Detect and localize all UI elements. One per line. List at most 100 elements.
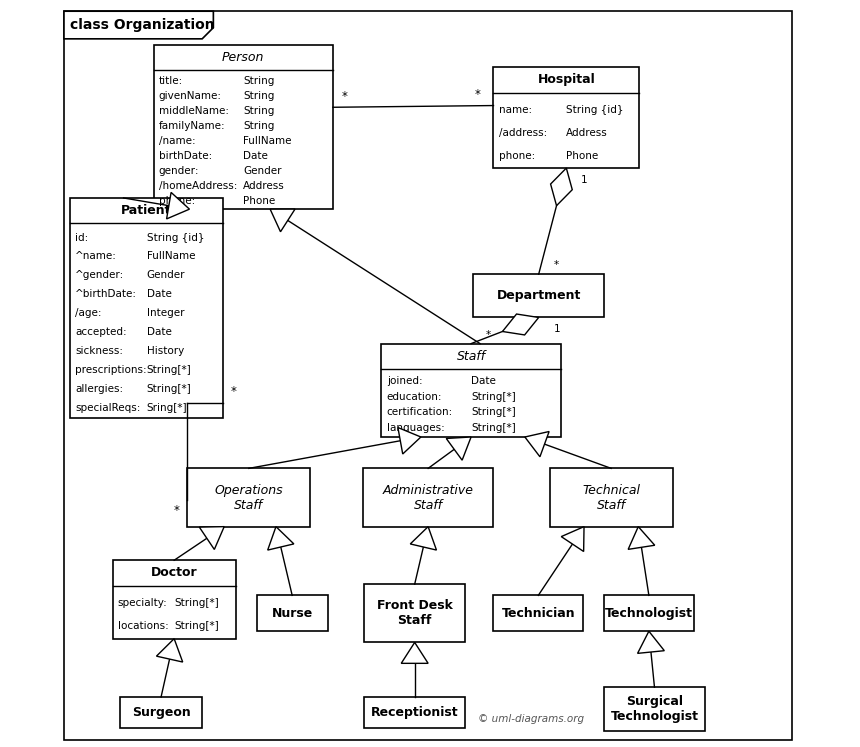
Text: specialReqs:: specialReqs: <box>75 403 140 413</box>
FancyBboxPatch shape <box>550 468 673 527</box>
FancyBboxPatch shape <box>363 468 494 527</box>
Text: String: String <box>243 106 274 117</box>
Text: id:: id: <box>75 232 89 243</box>
Text: Administrative
Staff: Administrative Staff <box>383 483 474 512</box>
Polygon shape <box>402 642 428 663</box>
Text: *: * <box>554 260 559 270</box>
Text: *: * <box>230 385 237 398</box>
Text: 1: 1 <box>554 324 560 335</box>
Text: locations:: locations: <box>118 621 169 631</box>
FancyBboxPatch shape <box>382 344 561 437</box>
Text: certification:: certification: <box>387 408 453 418</box>
Text: Patient: Patient <box>121 204 172 217</box>
Text: Surgical
Technologist: Surgical Technologist <box>611 695 698 723</box>
FancyBboxPatch shape <box>494 67 639 168</box>
Polygon shape <box>410 527 437 550</box>
Text: *: * <box>486 329 491 340</box>
Text: Receptionist: Receptionist <box>371 706 458 719</box>
Text: Phone: Phone <box>243 196 275 206</box>
Text: givenName:: givenName: <box>159 91 222 102</box>
Polygon shape <box>562 527 584 551</box>
Polygon shape <box>637 631 664 654</box>
Text: ^gender:: ^gender: <box>75 270 125 280</box>
Text: String: String <box>243 121 274 131</box>
FancyBboxPatch shape <box>154 45 333 209</box>
Text: ^name:: ^name: <box>75 252 117 261</box>
Text: 1: 1 <box>581 175 588 185</box>
Text: Gender: Gender <box>146 270 185 280</box>
Text: birthDate:: birthDate: <box>159 151 212 161</box>
FancyBboxPatch shape <box>365 697 465 728</box>
Text: String[*]: String[*] <box>471 408 516 418</box>
Text: education:: education: <box>387 391 442 402</box>
FancyBboxPatch shape <box>256 595 328 631</box>
Text: Doctor: Doctor <box>150 566 198 580</box>
Polygon shape <box>157 639 182 662</box>
Text: Sring[*]: Sring[*] <box>146 403 187 413</box>
Text: Address: Address <box>567 128 608 137</box>
Text: String: String <box>243 91 274 102</box>
Text: String[*]: String[*] <box>471 424 516 433</box>
Text: Technologist: Technologist <box>605 607 693 620</box>
Text: Technical
Staff: Technical Staff <box>582 483 640 512</box>
Text: Date: Date <box>146 289 171 300</box>
Text: phone:: phone: <box>159 196 195 206</box>
Text: /address:: /address: <box>499 128 547 137</box>
Text: Date: Date <box>146 327 171 337</box>
Text: Phone: Phone <box>567 150 599 161</box>
Polygon shape <box>200 527 224 550</box>
Text: Person: Person <box>222 51 264 64</box>
Text: class Organization: class Organization <box>70 19 215 32</box>
Text: languages:: languages: <box>387 424 445 433</box>
Text: *: * <box>475 88 481 101</box>
Text: Technician: Technician <box>501 607 575 620</box>
Text: History: History <box>146 346 184 356</box>
Text: Front Desk
Staff: Front Desk Staff <box>377 599 452 627</box>
Text: String[*]: String[*] <box>146 384 191 394</box>
FancyBboxPatch shape <box>604 595 694 631</box>
Text: /name:: /name: <box>159 136 195 146</box>
Text: name:: name: <box>499 105 531 115</box>
Text: String {id}: String {id} <box>567 105 624 115</box>
FancyBboxPatch shape <box>70 198 223 418</box>
Text: Date: Date <box>243 151 268 161</box>
Text: String[*]: String[*] <box>146 365 191 375</box>
Text: String: String <box>243 76 274 87</box>
Text: *: * <box>174 504 180 517</box>
Text: FullName: FullName <box>243 136 292 146</box>
Text: /age:: /age: <box>75 309 101 318</box>
Text: /homeAddress:: /homeAddress: <box>159 181 237 191</box>
FancyBboxPatch shape <box>113 560 236 639</box>
Text: Hospital: Hospital <box>538 73 595 87</box>
Polygon shape <box>446 437 471 460</box>
Text: Address: Address <box>243 181 285 191</box>
Polygon shape <box>628 527 654 549</box>
Polygon shape <box>64 11 213 39</box>
FancyBboxPatch shape <box>473 274 604 317</box>
Text: Staff: Staff <box>457 350 486 363</box>
Text: prescriptions:: prescriptions: <box>75 365 147 375</box>
Polygon shape <box>525 432 550 456</box>
Polygon shape <box>267 527 294 550</box>
Polygon shape <box>167 193 189 219</box>
Text: sickness:: sickness: <box>75 346 123 356</box>
Text: FullName: FullName <box>146 252 195 261</box>
Text: String[*]: String[*] <box>471 391 516 402</box>
Text: title:: title: <box>159 76 183 87</box>
Text: String[*]: String[*] <box>175 621 219 631</box>
Text: allergies:: allergies: <box>75 384 123 394</box>
Text: *: * <box>342 90 347 103</box>
Text: Gender: Gender <box>243 166 282 176</box>
Polygon shape <box>550 168 572 205</box>
FancyBboxPatch shape <box>494 595 583 631</box>
Polygon shape <box>398 427 421 454</box>
Text: accepted:: accepted: <box>75 327 126 337</box>
Text: Department: Department <box>496 289 580 303</box>
Text: Date: Date <box>471 376 496 386</box>
Text: joined:: joined: <box>387 376 422 386</box>
Text: familyName:: familyName: <box>159 121 225 131</box>
Text: Nurse: Nurse <box>272 607 313 620</box>
Polygon shape <box>270 209 295 232</box>
Text: String {id}: String {id} <box>146 232 204 243</box>
Text: ^birthDate:: ^birthDate: <box>75 289 138 300</box>
